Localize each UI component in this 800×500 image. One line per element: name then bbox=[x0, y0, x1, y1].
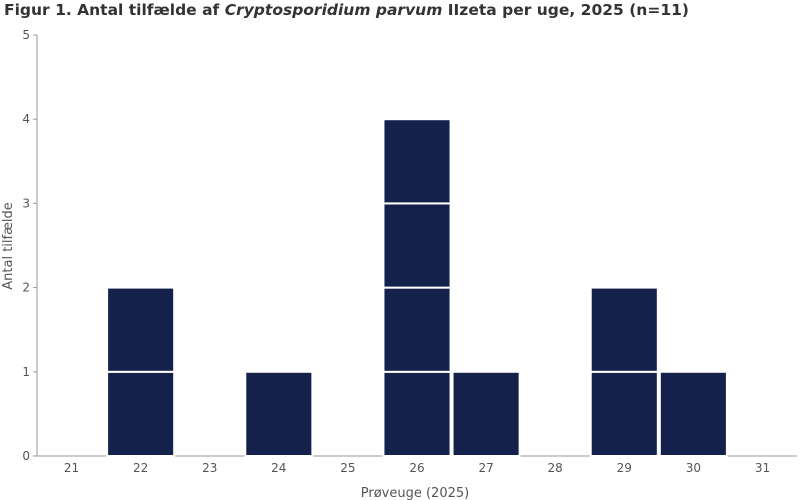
bar-block bbox=[589, 370, 659, 457]
y-tick-label: 4 bbox=[22, 112, 30, 126]
bar-block bbox=[658, 370, 728, 457]
bar-block bbox=[382, 118, 452, 205]
y-tick-label: 2 bbox=[22, 281, 30, 295]
bar-block bbox=[382, 370, 452, 457]
bar-block bbox=[244, 370, 314, 457]
x-tick-label: 21 bbox=[64, 461, 79, 475]
x-tick-label: 25 bbox=[340, 461, 355, 475]
y-tick-label: 3 bbox=[22, 196, 30, 210]
bar-block bbox=[106, 286, 176, 373]
y-axis-ticks: 0 1 2 3 4 5 bbox=[22, 28, 37, 463]
y-axis-label: Antal tilfælde bbox=[1, 202, 16, 289]
x-axis-ticks: 21 22 23 24 25 26 27 28 29 30 31 bbox=[64, 461, 770, 475]
x-tick-label: 23 bbox=[202, 461, 217, 475]
x-tick-label: 28 bbox=[548, 461, 563, 475]
bar-block bbox=[382, 202, 452, 289]
title-prefix: Figur 1. Antal tilfælde af bbox=[4, 1, 225, 19]
y-tick-label: 0 bbox=[22, 449, 30, 463]
x-tick-label: 22 bbox=[133, 461, 148, 475]
x-tick-label: 31 bbox=[755, 461, 770, 475]
x-tick-label: 30 bbox=[686, 461, 701, 475]
x-tick-label: 27 bbox=[478, 461, 493, 475]
bar-block bbox=[106, 370, 176, 457]
bar-block bbox=[589, 286, 659, 373]
title-suffix: IIzeta per uge, 2025 (n=11) bbox=[442, 1, 689, 19]
bar-block bbox=[451, 370, 521, 457]
y-tick-label: 5 bbox=[22, 28, 30, 42]
y-tick-label: 1 bbox=[22, 365, 30, 379]
x-tick-label: 26 bbox=[409, 461, 424, 475]
chart-title: Figur 1. Antal tilfælde af Cryptosporidi… bbox=[4, 1, 689, 19]
x-axis-label: Prøveuge (2025) bbox=[361, 486, 469, 500]
bar-block bbox=[382, 286, 452, 373]
chart-bars bbox=[106, 118, 728, 457]
x-tick-label: 29 bbox=[617, 461, 632, 475]
x-tick-label: 24 bbox=[271, 461, 286, 475]
title-species: Cryptosporidium parvum bbox=[224, 1, 443, 19]
